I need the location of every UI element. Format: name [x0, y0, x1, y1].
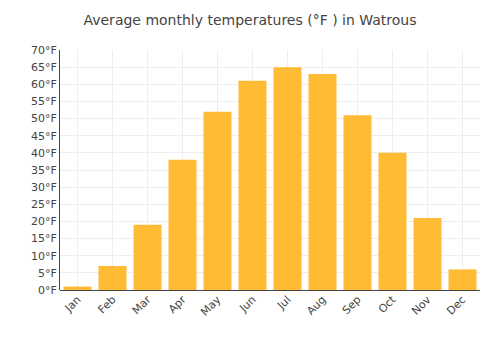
svg-text:Aug: Aug — [304, 293, 328, 317]
svg-text:10°F: 10°F — [31, 250, 57, 263]
svg-text:Nov: Nov — [409, 293, 434, 318]
svg-text:25°F: 25°F — [31, 198, 57, 211]
svg-text:Jun: Jun — [236, 293, 258, 315]
svg-text:55°F: 55°F — [31, 95, 57, 108]
svg-text:Average monthly temperatures (: Average monthly temperatures (°F ) in Wa… — [83, 12, 416, 28]
svg-text:35°F: 35°F — [31, 164, 57, 177]
svg-text:Sep: Sep — [340, 293, 364, 317]
svg-text:70°F: 70°F — [31, 44, 57, 57]
svg-text:20°F: 20°F — [31, 215, 57, 228]
svg-text:5°F: 5°F — [38, 267, 57, 280]
svg-text:Apr: Apr — [166, 293, 189, 316]
svg-text:May: May — [198, 293, 224, 319]
svg-text:30°F: 30°F — [31, 181, 57, 194]
svg-text:Jan: Jan — [62, 293, 84, 315]
svg-text:Dec: Dec — [444, 293, 468, 317]
svg-text:40°F: 40°F — [31, 147, 57, 160]
svg-text:65°F: 65°F — [31, 61, 57, 74]
svg-text:50°F: 50°F — [31, 112, 57, 125]
svg-text:Oct: Oct — [376, 293, 399, 316]
svg-text:Feb: Feb — [96, 293, 119, 316]
svg-text:15°F: 15°F — [31, 232, 57, 245]
svg-text:60°F: 60°F — [31, 78, 57, 91]
svg-text:Jul: Jul — [274, 293, 293, 312]
svg-text:Mar: Mar — [130, 293, 154, 317]
svg-text:45°F: 45°F — [31, 130, 57, 143]
svg-text:0°F: 0°F — [38, 284, 57, 297]
